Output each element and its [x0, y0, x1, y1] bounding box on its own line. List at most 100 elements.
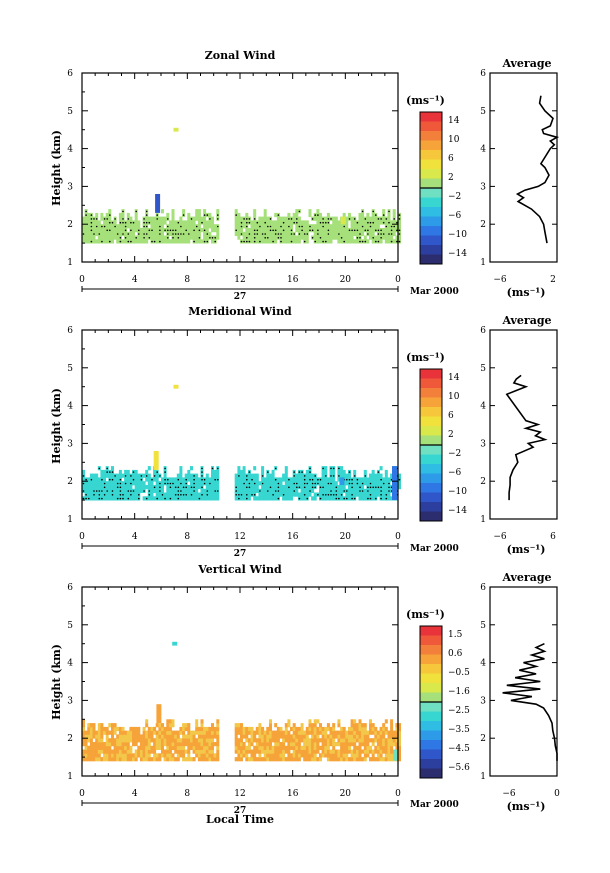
cell-contour-dot	[193, 482, 195, 485]
heatmap-cell	[324, 730, 328, 735]
heatmap-cell	[390, 719, 394, 724]
heatmap-cell	[376, 730, 380, 735]
heatmap-cell	[166, 745, 170, 750]
heatmap-cell	[387, 738, 391, 743]
cell-contour-dot	[145, 475, 148, 477]
heatmap-cell	[153, 216, 157, 221]
heatmap-cell	[195, 212, 199, 218]
heatmap-cell	[269, 231, 272, 236]
heatmap-cell	[311, 749, 315, 754]
heatmap-cell	[166, 492, 170, 497]
heatmap-cell	[250, 224, 254, 229]
heatmap-cell	[87, 239, 91, 244]
heatmap-cell	[103, 753, 107, 758]
heatmap-cell	[366, 745, 370, 750]
heatmap-cell	[97, 224, 101, 229]
heatmap-cell	[274, 742, 278, 747]
heatmap-cell	[92, 723, 96, 728]
heatmap-cell	[324, 749, 328, 754]
heatmap-cell	[150, 757, 154, 762]
heatmap-cell	[266, 473, 270, 478]
heatmap-cell	[168, 224, 172, 229]
ytick-label: 4	[67, 145, 73, 155]
heatmap-cell	[311, 488, 315, 493]
heatmap-cell	[166, 734, 170, 739]
heatmap-cell	[234, 496, 238, 501]
cell-contour-dot	[140, 475, 143, 477]
heatmap-cell	[182, 224, 186, 229]
colorbar-swatch	[420, 740, 442, 750]
heatmap-cell	[97, 742, 101, 747]
profile-frame	[489, 586, 558, 777]
heatmap-cell	[82, 749, 85, 754]
heatmap-cell	[271, 477, 275, 482]
heatmap-cell	[137, 473, 141, 478]
heatmap-cell	[139, 757, 143, 762]
colorbar-swatch	[420, 407, 442, 417]
cell-contour-dot	[214, 478, 216, 481]
heatmap-cell	[287, 488, 291, 493]
heatmap-cell	[308, 492, 312, 497]
heatmap-cell	[326, 726, 330, 732]
heatmap-cell	[295, 488, 299, 493]
heatmap-cell	[284, 481, 288, 486]
heatmap-cell	[387, 749, 391, 754]
heatmap-cell	[332, 726, 336, 732]
heatmap-cell	[371, 749, 375, 754]
cell-contour-dot	[267, 490, 269, 492]
cell-contour-dot	[116, 233, 119, 235]
heatmap-cell	[374, 488, 378, 493]
cell-contour-dot	[122, 221, 124, 224]
heatmap-cell	[92, 496, 96, 501]
cell-contour-dot	[377, 233, 380, 235]
heatmap-cell	[284, 473, 288, 478]
cell-contour-dot	[122, 494, 124, 496]
heatmap-cell	[255, 235, 259, 240]
heatmap-cell	[129, 477, 133, 482]
heatmap-cell	[276, 738, 280, 743]
heatmap-cell	[290, 745, 293, 750]
cell-contour-dot	[301, 471, 303, 473]
heatmap-cell	[263, 738, 267, 743]
heatmap-cell	[216, 730, 220, 735]
heatmap-cell	[297, 742, 301, 747]
heatmap-cell	[89, 231, 93, 236]
cell-contour-dot	[367, 229, 369, 232]
heatmap-cell	[147, 496, 151, 501]
heatmap-cell	[139, 481, 143, 486]
cell-contour-dot	[253, 494, 256, 496]
heatmap-cell	[242, 730, 246, 735]
heatmap-cell	[287, 239, 291, 244]
heatmap-cell	[192, 492, 196, 497]
heatmap-cell	[290, 738, 293, 743]
heatmap-cell	[100, 469, 104, 475]
cell-contour-dot	[109, 471, 111, 473]
heatmap-cell	[266, 734, 270, 739]
heatmap-cell	[321, 228, 325, 233]
heatmap-cell	[292, 235, 296, 240]
heatmap-cell	[392, 228, 396, 233]
heatmap-cell	[392, 734, 396, 739]
heatmap-cell	[295, 738, 299, 743]
heatmap-cell	[171, 224, 175, 229]
cell-contour-dot	[143, 237, 145, 239]
heatmap-cell	[240, 753, 243, 758]
cell-contour-dot	[361, 490, 364, 492]
heatmap-cell	[150, 730, 154, 735]
heatmap-cell	[290, 757, 293, 762]
heatmap-cell	[311, 742, 315, 747]
cell-contour-dot	[375, 214, 377, 216]
meridional-colorbar	[419, 368, 443, 522]
heatmap-cell	[305, 477, 309, 482]
heatmap-cell	[245, 745, 249, 750]
heatmap-cell	[382, 235, 386, 240]
heatmap-cell	[342, 753, 346, 758]
heatmap-cell	[216, 753, 220, 758]
heatmap-cell	[237, 220, 241, 225]
heatmap-cell	[134, 477, 138, 482]
heatmap-cell	[216, 749, 220, 754]
cell-contour-dot	[259, 490, 261, 492]
heatmap-cell	[253, 209, 257, 214]
heatmap-cell	[292, 485, 296, 490]
heatmap-cell	[208, 492, 212, 497]
